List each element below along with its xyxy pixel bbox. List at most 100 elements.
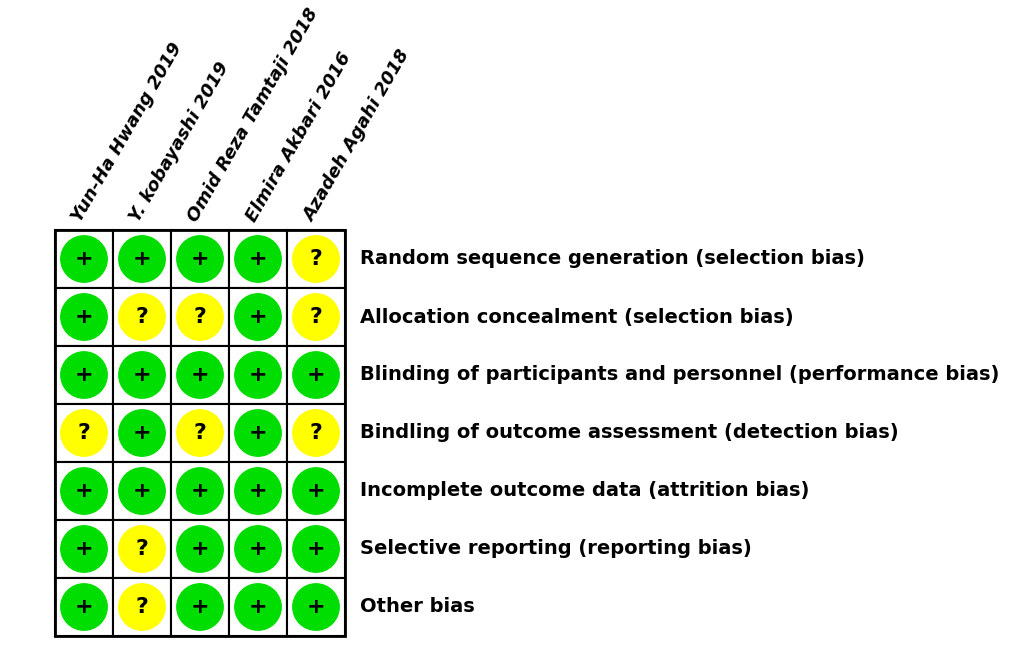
Text: Allocation concealment (selection bias): Allocation concealment (selection bias) (360, 307, 793, 326)
Ellipse shape (118, 236, 165, 282)
Bar (229, 230, 286, 288)
Ellipse shape (118, 584, 165, 630)
Ellipse shape (61, 352, 107, 398)
Text: Incomplete outcome data (attrition bias): Incomplete outcome data (attrition bias) (360, 482, 809, 500)
Text: +: + (249, 249, 267, 269)
Ellipse shape (292, 468, 339, 514)
Text: +: + (74, 597, 93, 617)
Bar (229, 404, 286, 462)
Bar (171, 520, 229, 578)
Bar (113, 404, 171, 462)
Bar (55, 520, 113, 578)
Ellipse shape (176, 352, 223, 398)
Bar (55, 462, 113, 520)
Text: Bindling of outcome assessment (detection bias): Bindling of outcome assessment (detectio… (360, 424, 898, 443)
Text: +: + (74, 249, 93, 269)
Ellipse shape (61, 584, 107, 630)
Bar (55, 404, 113, 462)
Bar (171, 288, 229, 346)
Bar (113, 462, 171, 520)
Text: +: + (191, 481, 209, 501)
Text: +: + (74, 539, 93, 559)
Ellipse shape (292, 526, 339, 572)
Bar (55, 230, 113, 288)
Ellipse shape (234, 468, 281, 514)
Bar (55, 346, 113, 404)
Bar (113, 346, 171, 404)
Bar (286, 520, 344, 578)
Text: +: + (307, 539, 325, 559)
Text: +: + (249, 539, 267, 559)
Bar (229, 578, 286, 636)
Text: ?: ? (194, 307, 206, 327)
Text: +: + (74, 481, 93, 501)
Text: Elmira Akbari 2016: Elmira Akbari 2016 (243, 49, 354, 225)
Ellipse shape (176, 526, 223, 572)
Text: Yun-Ha Hwang 2019: Yun-Ha Hwang 2019 (68, 40, 185, 225)
Ellipse shape (118, 468, 165, 514)
Ellipse shape (176, 410, 223, 456)
Bar (171, 346, 229, 404)
Text: Random sequence generation (selection bias): Random sequence generation (selection bi… (360, 250, 864, 268)
Text: +: + (249, 423, 267, 443)
Bar (229, 288, 286, 346)
Bar (113, 230, 171, 288)
Ellipse shape (234, 352, 281, 398)
Ellipse shape (292, 410, 339, 456)
Text: +: + (249, 365, 267, 385)
Text: Blinding of participants and personnel (performance bias): Blinding of participants and personnel (… (360, 365, 999, 385)
Text: +: + (191, 249, 209, 269)
Ellipse shape (176, 294, 223, 340)
Text: +: + (191, 597, 209, 617)
Text: ?: ? (194, 423, 206, 443)
Ellipse shape (176, 468, 223, 514)
Text: +: + (307, 365, 325, 385)
Text: +: + (249, 307, 267, 327)
Text: +: + (74, 365, 93, 385)
Text: ?: ? (309, 307, 322, 327)
Text: Selective reporting (reporting bias): Selective reporting (reporting bias) (360, 540, 751, 558)
Bar (171, 462, 229, 520)
Bar (286, 462, 344, 520)
Ellipse shape (61, 410, 107, 456)
Ellipse shape (292, 294, 339, 340)
Ellipse shape (234, 410, 281, 456)
Bar (229, 520, 286, 578)
Ellipse shape (118, 526, 165, 572)
Ellipse shape (118, 352, 165, 398)
Ellipse shape (234, 294, 281, 340)
Text: +: + (132, 481, 151, 501)
Ellipse shape (118, 294, 165, 340)
Text: +: + (191, 539, 209, 559)
Text: ?: ? (136, 597, 149, 617)
Text: +: + (307, 481, 325, 501)
Bar (286, 346, 344, 404)
Bar (113, 288, 171, 346)
Bar (229, 462, 286, 520)
Bar (286, 230, 344, 288)
Text: +: + (307, 597, 325, 617)
Ellipse shape (292, 584, 339, 630)
Text: ?: ? (309, 423, 322, 443)
Text: +: + (132, 423, 151, 443)
Bar (229, 346, 286, 404)
Text: ?: ? (136, 307, 149, 327)
Ellipse shape (292, 352, 339, 398)
Ellipse shape (176, 236, 223, 282)
Bar (171, 578, 229, 636)
Text: Azadeh Agahi 2018: Azadeh Agahi 2018 (301, 47, 413, 225)
Bar (286, 288, 344, 346)
Ellipse shape (61, 294, 107, 340)
Ellipse shape (292, 236, 339, 282)
Bar (171, 404, 229, 462)
Bar (171, 230, 229, 288)
Text: Y. kobayashi 2019: Y. kobayashi 2019 (126, 59, 232, 225)
Bar (55, 230, 344, 636)
Text: ?: ? (309, 249, 322, 269)
Text: Other bias: Other bias (360, 597, 474, 616)
Bar (113, 578, 171, 636)
Ellipse shape (234, 236, 281, 282)
Bar (113, 520, 171, 578)
Bar (55, 288, 113, 346)
Ellipse shape (118, 410, 165, 456)
